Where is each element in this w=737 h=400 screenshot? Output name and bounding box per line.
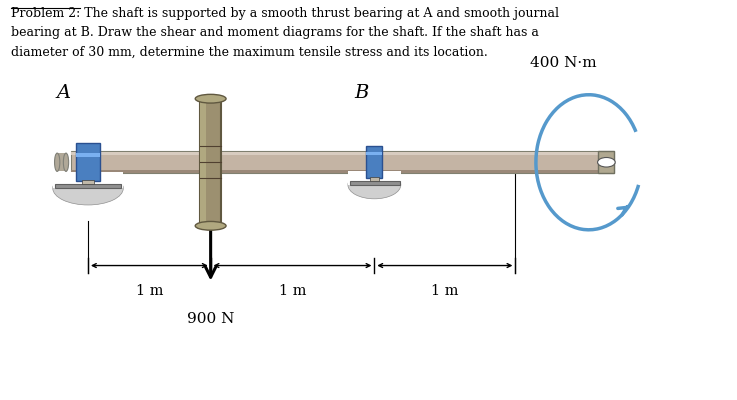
FancyBboxPatch shape <box>71 151 615 173</box>
Ellipse shape <box>63 153 69 171</box>
Ellipse shape <box>53 172 123 205</box>
FancyBboxPatch shape <box>77 153 99 157</box>
Ellipse shape <box>55 153 60 171</box>
Circle shape <box>598 158 615 167</box>
Text: 1 m: 1 m <box>136 284 163 298</box>
Text: 900 N: 900 N <box>187 312 234 326</box>
Text: B: B <box>354 84 368 102</box>
FancyBboxPatch shape <box>200 99 221 226</box>
FancyBboxPatch shape <box>200 99 206 226</box>
FancyBboxPatch shape <box>77 143 99 181</box>
FancyBboxPatch shape <box>350 181 400 185</box>
Text: 1 m: 1 m <box>279 284 307 298</box>
Ellipse shape <box>348 171 401 199</box>
FancyBboxPatch shape <box>82 180 94 184</box>
FancyBboxPatch shape <box>56 153 67 171</box>
FancyBboxPatch shape <box>366 152 383 155</box>
Text: diameter of 30 mm, determine the maximum tensile stress and its location.: diameter of 30 mm, determine the maximum… <box>11 46 488 58</box>
FancyBboxPatch shape <box>348 171 401 185</box>
Text: Problem 2: The shaft is supported by a smooth thrust bearing at A and smooth jou: Problem 2: The shaft is supported by a s… <box>11 7 559 20</box>
Ellipse shape <box>195 222 226 230</box>
FancyBboxPatch shape <box>71 152 615 155</box>
FancyBboxPatch shape <box>598 151 615 173</box>
Text: 1 m: 1 m <box>431 284 458 298</box>
Text: bearing at B. Draw the shear and moment diagrams for the shaft. If the shaft has: bearing at B. Draw the shear and moment … <box>11 26 539 40</box>
FancyBboxPatch shape <box>71 170 615 173</box>
Text: A: A <box>57 84 71 102</box>
FancyBboxPatch shape <box>370 177 379 181</box>
FancyBboxPatch shape <box>366 146 383 178</box>
FancyBboxPatch shape <box>55 184 121 188</box>
FancyBboxPatch shape <box>53 172 123 188</box>
Text: 400 N·m: 400 N·m <box>530 56 597 70</box>
Ellipse shape <box>195 94 226 103</box>
